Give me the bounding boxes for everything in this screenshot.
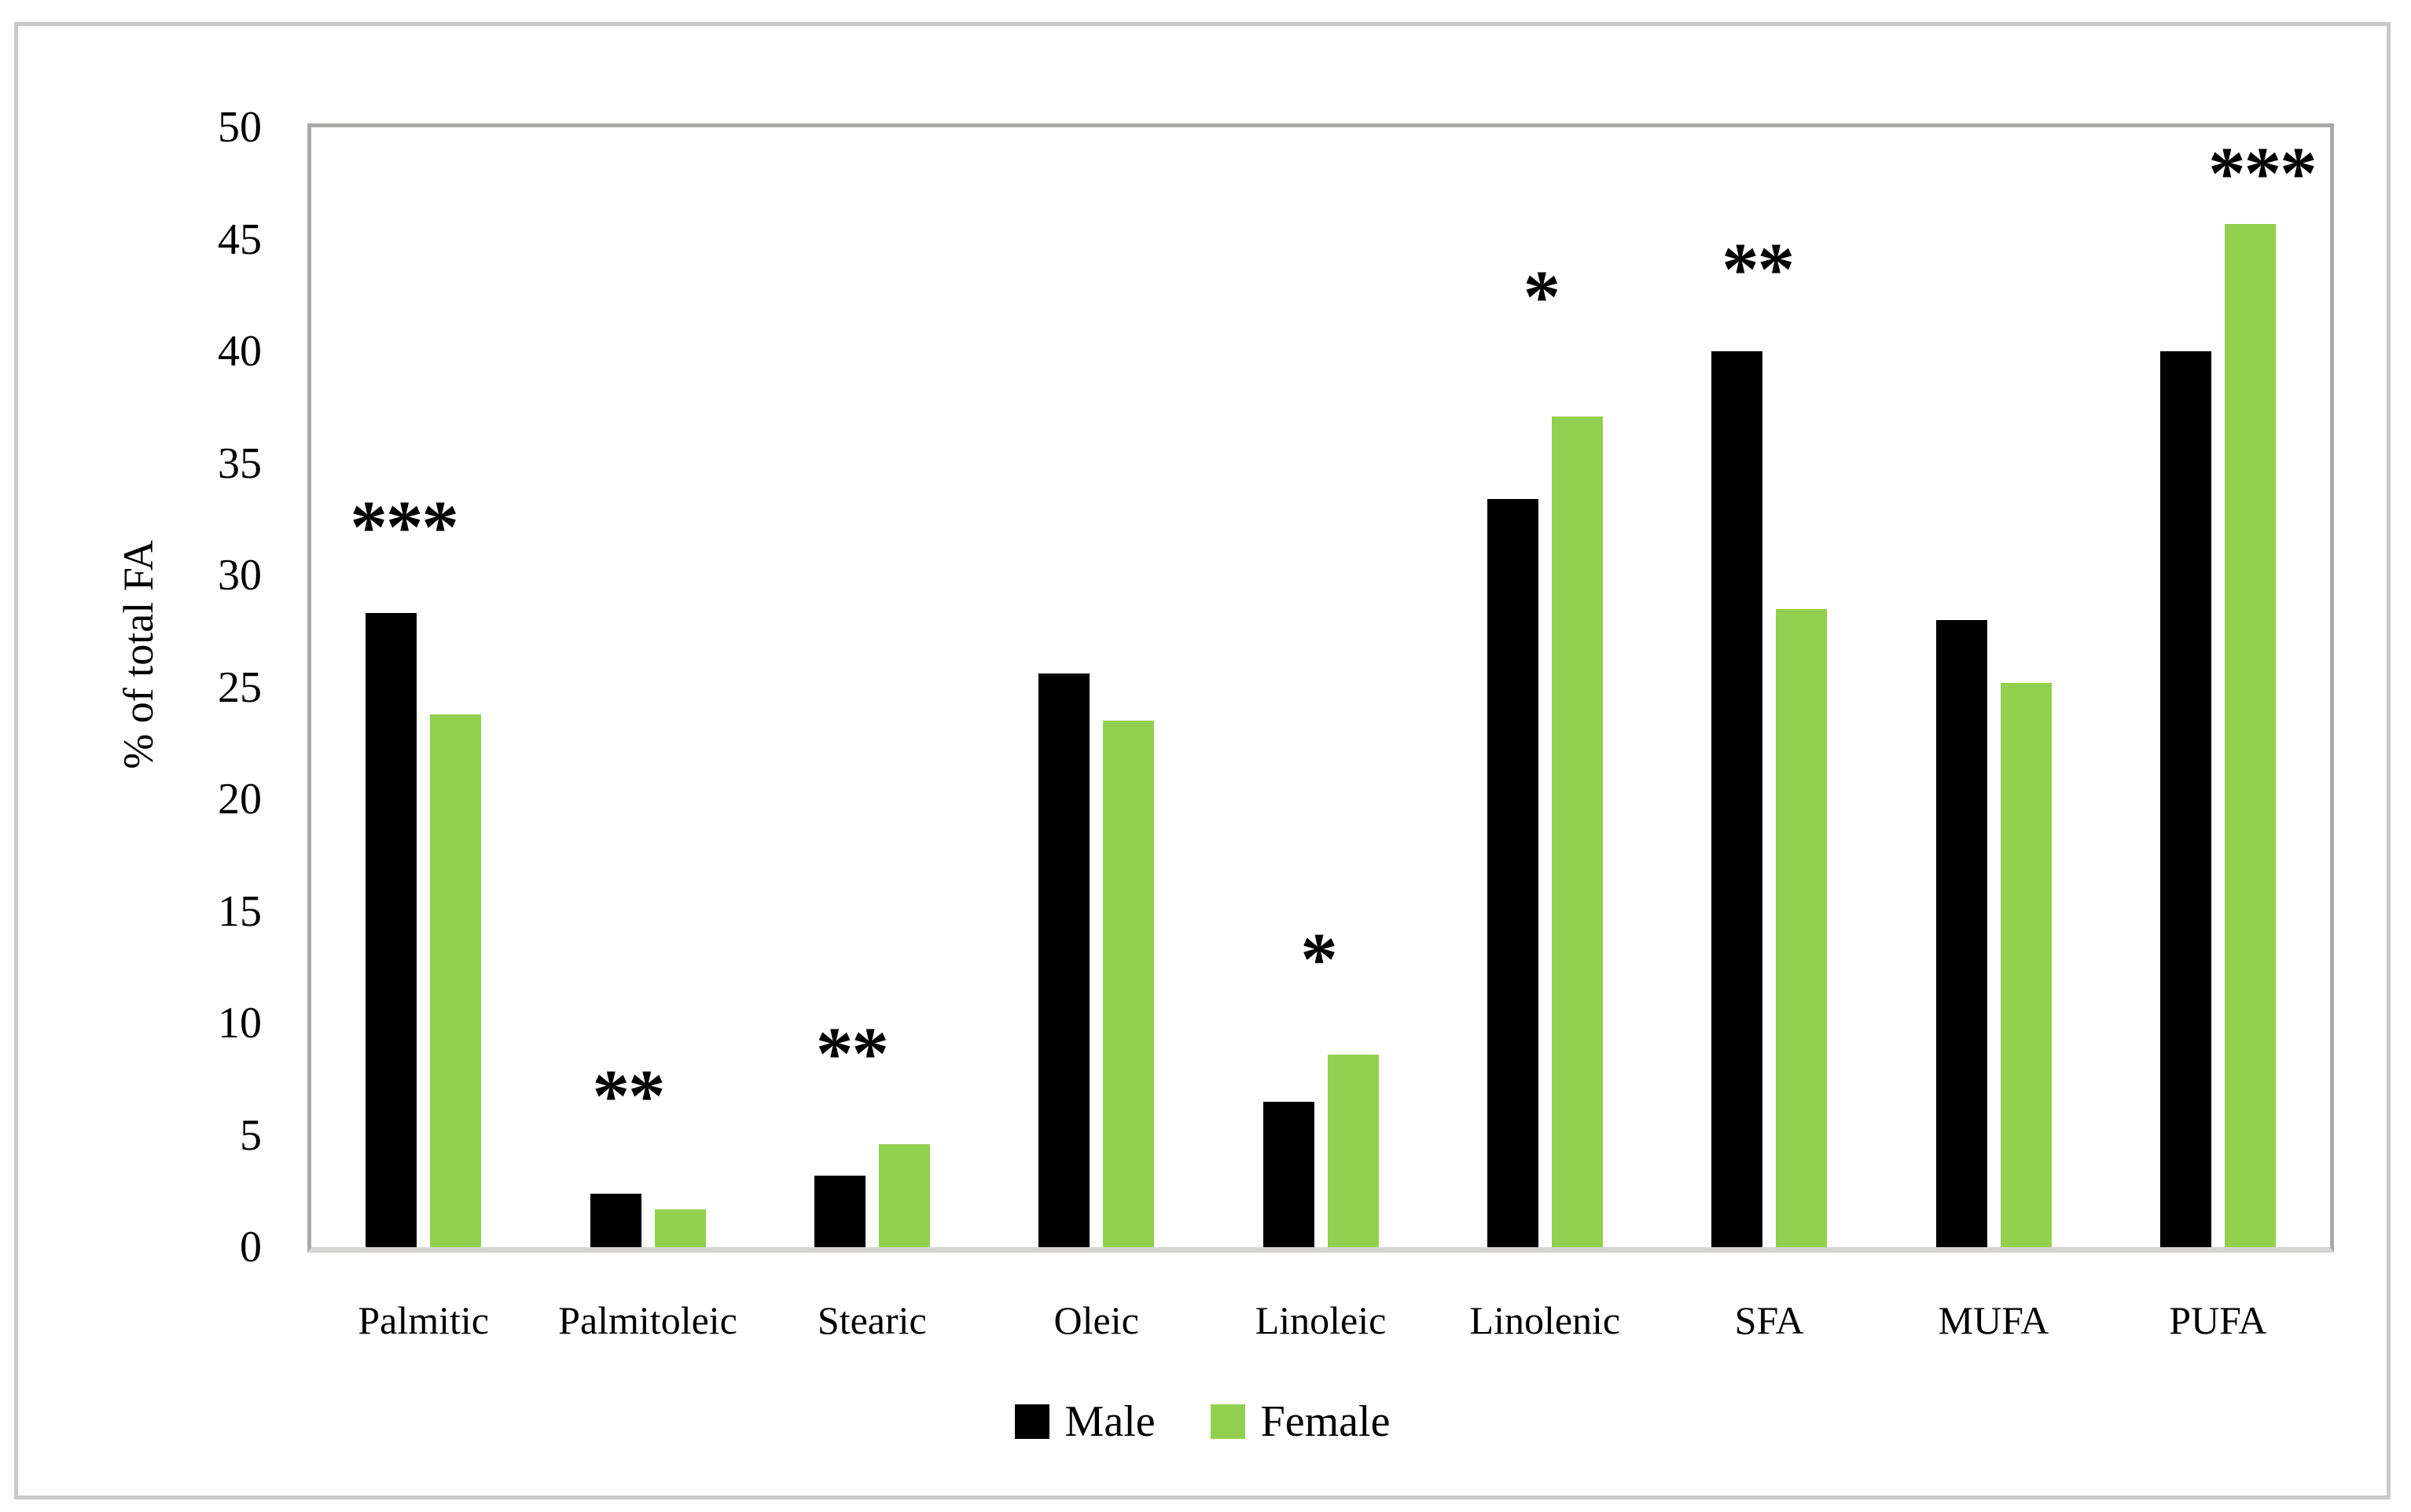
bar-female-linolenic [1551,416,1603,1247]
x-category-label-pufa: PUFA [2169,1298,2267,1342]
bar-male-linoleic [1262,1101,1314,1247]
y-tick-label: 25 [218,662,262,712]
y-tick-label: 50 [218,103,262,152]
legend-entry-male: Male [1014,1397,1156,1446]
significance-marker-palmitoleic: ** [592,1054,666,1138]
bar-female-palmitic [430,714,482,1247]
bar-male-mufa [1935,620,1987,1247]
bar-male-pufa [2159,351,2211,1247]
legend-label-male: Male [1064,1397,1156,1446]
x-category-label-linoleic: Linoleic [1255,1298,1387,1342]
bar-male-oleic [1038,673,1090,1247]
y-tick-label: 45 [218,215,262,264]
bar-female-palmitoleic [654,1209,706,1247]
y-tick-label: 35 [218,439,262,488]
bar-female-mufa [2000,682,2052,1247]
bar-male-palmitic [366,613,417,1247]
x-category-label-stearic: Stearic [817,1298,927,1342]
bar-male-palmitoleic [590,1193,641,1247]
bar-female-linoleic [1327,1054,1379,1247]
significance-marker-palmitic: *** [350,485,458,569]
figure-frame: % of total FA 0 5 10 15 20 25 30 35 40 45 50 *** **… [14,22,2391,1499]
legend-entry-female: Female [1210,1397,1391,1446]
bar-female-pufa [2224,223,2276,1247]
significance-marker-pufa: *** [2208,131,2317,215]
y-tick-label: 0 [240,1223,262,1272]
y-tick-label: 40 [218,327,262,376]
y-tick-label: 10 [218,999,262,1048]
x-category-label-palmitic: Palmitic [358,1298,489,1342]
bar-female-stearic [878,1143,930,1247]
significance-marker-sfa: ** [1722,227,1795,311]
plot-area: *** ** ** * * ** *** [307,123,2334,1253]
legend: Male Female [18,1400,2387,1444]
bar-male-stearic [814,1175,866,1247]
x-category-label-sfa: SFA [1734,1298,1804,1342]
bar-female-sfa [1776,608,1828,1247]
bars-layer: *** ** ** * * ** *** [311,127,2330,1247]
legend-swatch-male [1014,1404,1049,1439]
bar-male-sfa [1711,351,1763,1247]
bar-female-oleic [1103,721,1155,1247]
x-category-label-oleic: Oleic [1053,1298,1139,1342]
x-category-label-palmitoleic: Palmitoleic [558,1298,737,1342]
bar-male-linolenic [1487,499,1538,1247]
y-tick-label: 20 [218,775,262,824]
y-tick-label: 15 [218,886,262,936]
legend-swatch-female [1210,1404,1245,1439]
x-category-label-mufa: MUFA [1938,1298,2049,1342]
significance-marker-linolenic: * [1523,255,1560,339]
x-category-label-linolenic: Linolenic [1469,1298,1621,1342]
y-tick-label: 5 [240,1110,262,1160]
significance-marker-linoleic: * [1300,917,1337,1001]
significance-marker-stearic: ** [815,1011,889,1095]
y-tick-label: 30 [218,551,262,600]
legend-label-female: Female [1260,1397,1391,1446]
